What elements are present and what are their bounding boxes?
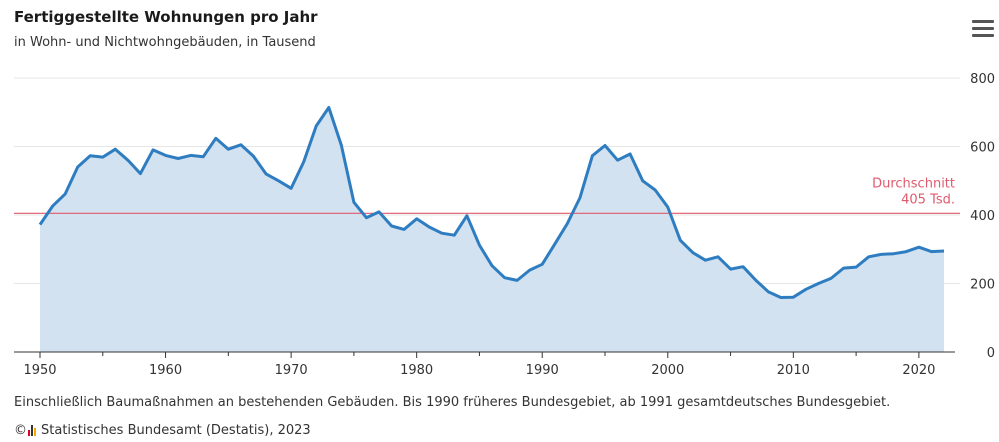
y-axis: 0 200 400 600 800 (970, 72, 995, 361)
y-tick-label: 600 (970, 141, 995, 156)
x-tick-label: 1970 (275, 363, 308, 378)
destatis-logo-icon (28, 425, 37, 436)
series-area-fill (40, 107, 944, 352)
average-label-line1: Durchschnitt (872, 176, 955, 191)
series-line (38, 106, 945, 299)
line-area-chart: 1950 1960 1970 1980 1990 2000 2010 2020 0 200 400… (14, 72, 995, 378)
source-line: © Statistisches Bundesamt (Destatis), 20… (14, 423, 311, 438)
x-tick-label: 1980 (400, 363, 433, 378)
x-axis: 1950 1960 1970 1980 1990 2000 2010 2020 (14, 351, 955, 378)
copyright-symbol: © (14, 423, 27, 438)
chart-subtitle: in Wohn- und Nichtwohngebäuden, in Tause… (14, 35, 316, 50)
x-tick-label: 2020 (902, 363, 935, 378)
chart-footnote: Einschließlich Baumaßnahmen an bestehend… (14, 395, 891, 410)
average-label-line2: 405 Tsd. (901, 192, 955, 207)
source-text[interactable]: Statistisches Bundesamt (Destatis), 2023 (41, 423, 311, 438)
x-tick-label: 1990 (526, 363, 559, 378)
x-tick-label: 2000 (651, 363, 684, 378)
y-tick-label: 0 (987, 346, 995, 361)
chart-title: Fertiggestellte Wohnungen pro Jahr (14, 8, 318, 26)
y-tick-label: 400 (970, 209, 995, 224)
y-tick-label: 200 (970, 278, 995, 293)
x-tick-label: 1950 (23, 363, 56, 378)
y-tick-label: 800 (970, 72, 995, 87)
hamburger-menu-icon[interactable] (972, 20, 994, 38)
x-tick-label: 2010 (777, 363, 810, 378)
x-tick-label: 1960 (149, 363, 182, 378)
